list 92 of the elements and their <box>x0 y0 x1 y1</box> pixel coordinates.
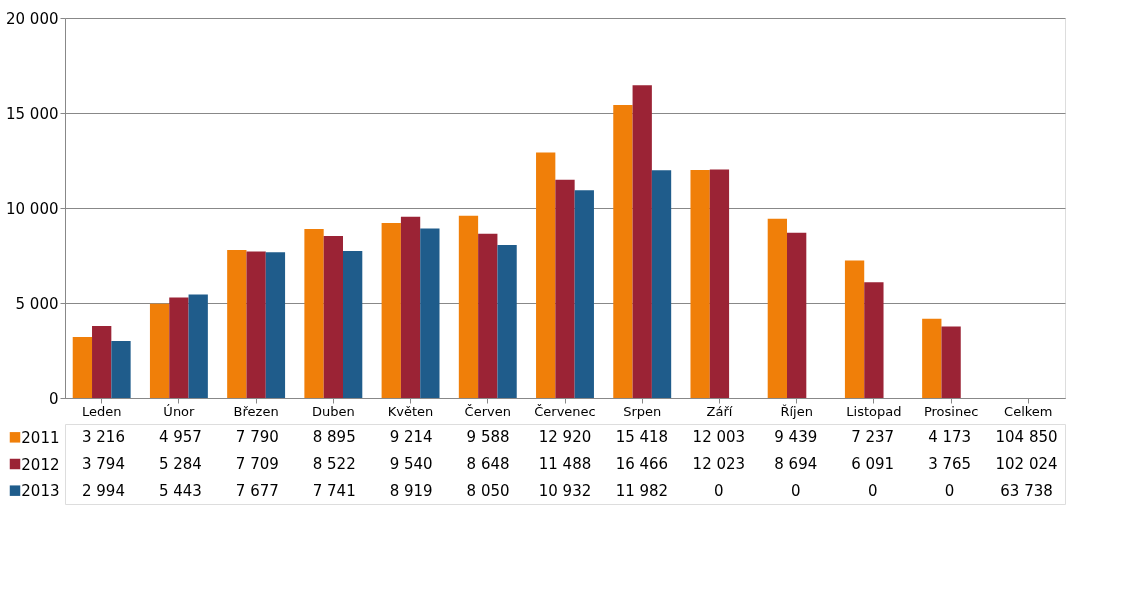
x-tick-label: Únor <box>163 403 196 419</box>
x-tick-label: Květen <box>387 403 434 419</box>
bar <box>787 232 807 398</box>
data-label: 8 522 <box>312 455 356 473</box>
x-tick-label: Srpen <box>623 403 662 419</box>
data-label: 7 709 <box>235 455 279 473</box>
bar <box>72 336 93 398</box>
data-label: 5 443 <box>158 481 202 500</box>
bar <box>458 215 479 398</box>
data-label: 12 920 <box>538 428 592 447</box>
data-label: 4 957 <box>158 428 202 447</box>
bar <box>420 228 440 398</box>
x-tick-label: Září <box>706 403 733 419</box>
data-label: 12 023 <box>692 455 746 473</box>
data-label: 15 418 <box>615 428 669 447</box>
legend-label: 2012 <box>21 455 60 474</box>
data-label: 7 237 <box>851 428 895 447</box>
data-label: 3 216 <box>81 428 125 447</box>
x-tick-label: Prosinec <box>923 403 979 419</box>
data-label: 16 466 <box>615 455 669 473</box>
bar <box>574 190 594 398</box>
data-label: 7 677 <box>235 481 279 500</box>
bar <box>555 179 575 398</box>
data-label: 12 003 <box>692 428 746 447</box>
bar <box>246 251 266 398</box>
bar <box>613 105 633 398</box>
data-label: 11 982 <box>615 481 669 500</box>
bar <box>478 233 498 398</box>
bar <box>227 249 247 398</box>
bar <box>941 326 961 398</box>
text: 102 024 <box>995 455 1058 473</box>
bar <box>709 169 730 398</box>
bar <box>651 170 672 398</box>
y-tick-label: 5 000 <box>15 294 59 313</box>
bar <box>922 318 942 398</box>
data-label: 0 <box>714 481 724 500</box>
bar <box>111 341 131 398</box>
y-tick-label: 0 <box>48 389 59 408</box>
bar <box>767 218 788 398</box>
legend-label: 2011 <box>21 428 60 447</box>
bar <box>92 325 112 398</box>
x-tick-label: Říjen <box>780 403 813 419</box>
text: 63 738 <box>1000 481 1053 500</box>
data-label: 10 932 <box>538 481 592 500</box>
y-tick-label: 20 000 <box>6 9 59 28</box>
data-label: 7 741 <box>312 481 356 500</box>
bar <box>690 169 710 398</box>
bar <box>188 294 208 398</box>
y-tick-label: 10 000 <box>6 199 59 218</box>
x-tick-label: Celkem <box>1004 403 1053 419</box>
x-tick-label: Listopad <box>846 403 902 419</box>
data-label: 3 794 <box>81 455 125 473</box>
data-label: 8 694 <box>774 455 818 473</box>
legend-label: 2013 <box>21 482 60 501</box>
data-label: 11 488 <box>538 455 592 473</box>
data-label: 4 173 <box>928 428 972 447</box>
data-label: 0 <box>944 481 955 500</box>
data-label: 2 994 <box>81 481 125 500</box>
bar <box>323 236 343 398</box>
data-label: 9 439 <box>774 428 818 447</box>
bar <box>265 252 286 398</box>
x-tick-label: Březen <box>233 403 279 419</box>
x-tick-label: Červenec <box>534 403 596 419</box>
data-label: 0 <box>867 481 878 500</box>
data-label: 7 790 <box>235 428 279 447</box>
data-label: 6 091 <box>851 455 895 473</box>
x-tick-label: Duben <box>311 403 355 419</box>
data-label: 8 895 <box>312 428 356 447</box>
data-label: 8 919 <box>389 481 433 500</box>
data-label: 9 540 <box>389 455 433 473</box>
data-label: 0 <box>791 481 801 500</box>
data-label: 3 765 <box>928 455 972 473</box>
data-label: 9 214 <box>389 428 433 447</box>
bar <box>149 303 170 398</box>
text: 104 850 <box>995 428 1058 447</box>
bar <box>304 229 324 398</box>
data-label: 9 588 <box>466 428 510 447</box>
bar <box>844 260 865 398</box>
bar <box>632 85 652 398</box>
bar <box>400 216 421 398</box>
data-label: 8 648 <box>466 455 510 473</box>
x-tick-label: Leden <box>81 403 122 419</box>
x-tick-label: Červen <box>464 403 511 419</box>
data-label: 8 050 <box>466 481 510 500</box>
bar <box>342 250 363 398</box>
bar <box>381 222 401 398</box>
data-label: 5 284 <box>158 455 202 473</box>
y-tick-label: 15 000 <box>6 104 59 123</box>
bar <box>864 282 884 398</box>
bar <box>497 245 517 398</box>
bar <box>169 297 189 398</box>
bar <box>536 152 556 398</box>
